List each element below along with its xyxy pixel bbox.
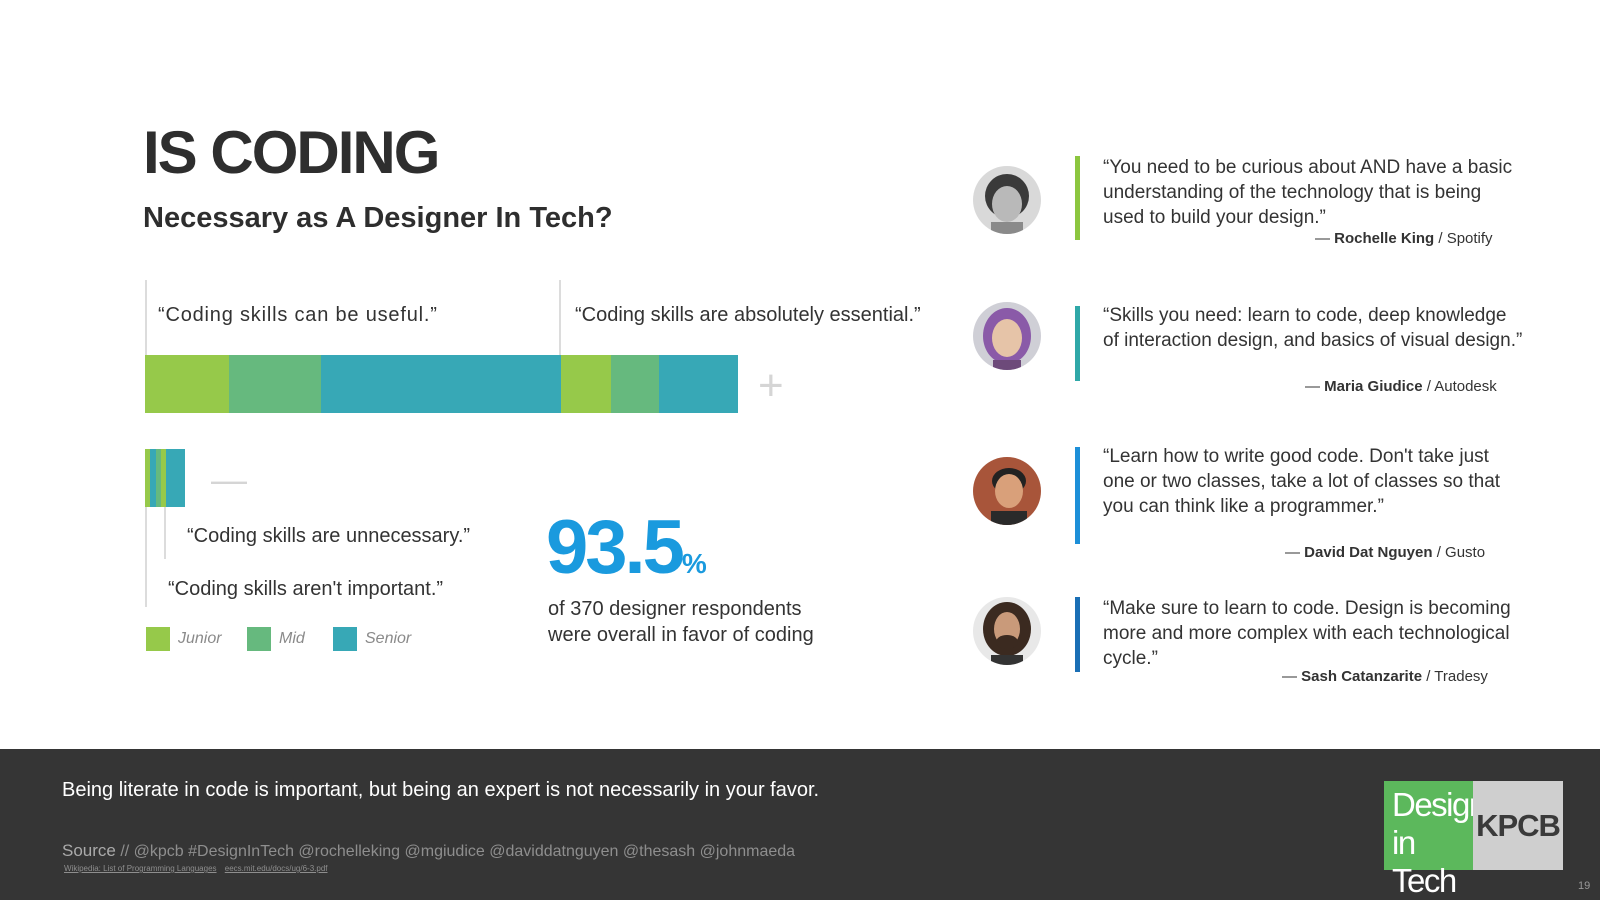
bar-useful-junior <box>145 355 229 413</box>
quote-rochelle-king: “You need to be curious about AND have a… <box>973 156 1533 251</box>
favor-percentage: 93.5% <box>546 503 707 609</box>
attribution-prefix: — <box>1282 668 1302 685</box>
quote-text: “Skills you need: learn to code, deep kn… <box>1103 305 1523 351</box>
bar-essential-junior <box>561 355 611 413</box>
bar-neg-junior-a <box>145 449 150 507</box>
design-in-tech-logo: Design in Tech <box>1384 781 1487 899</box>
legend-swatch-mid <box>247 627 271 651</box>
kpcb-logo: KPCB <box>1473 781 1563 870</box>
logo-line-2: in Tech <box>1392 824 1457 899</box>
attribution-company: / Tradesy <box>1422 668 1488 685</box>
bar-neg-junior-b <box>161 449 166 507</box>
quote-text: “Make sure to learn to code. Design is b… <box>1103 598 1511 669</box>
attribution-company: / Autodesk <box>1422 378 1497 395</box>
avatar-rochelle-king <box>973 166 1041 234</box>
page-number: 19 <box>1578 880 1591 892</box>
bar-neg-senior-c <box>172 449 185 507</box>
legend-label-junior: Junior <box>178 630 222 647</box>
footer-bar <box>0 749 1600 900</box>
avatar-david-dat-nguyen <box>973 457 1041 525</box>
legend-label-mid: Mid <box>279 630 305 647</box>
favor-percentage-value: 93.5 <box>546 505 685 590</box>
source-label: Source <box>62 841 116 860</box>
useful-label: “Coding skills can be useful.” <box>158 304 438 326</box>
bar-essential-mid <box>611 355 659 413</box>
attribution-prefix: — <box>1315 230 1335 247</box>
favor-percentage-unit: % <box>681 548 707 579</box>
footer-message: Being literate in code is important, but… <box>62 779 820 801</box>
quote-attribution: — David Dat Nguyen / Gusto <box>1285 544 1485 561</box>
positive-stacked-bar <box>145 355 738 413</box>
quote-accent-bar <box>1075 156 1080 240</box>
slide-title: IS CODING <box>143 119 440 186</box>
bar-useful-mid <box>229 355 321 413</box>
attribution-name: Sash Catanzarite <box>1301 668 1423 685</box>
quote-maria-giudice: “Skills you need: learn to code, deep kn… <box>973 302 1533 399</box>
favor-description: of 370 designer respondents were overall… <box>548 598 814 646</box>
quote-text: “You need to be curious about AND have a… <box>1103 157 1513 228</box>
quote-attribution: — Rochelle King / Spotify <box>1315 230 1493 247</box>
negative-stacked-bar <box>145 449 185 507</box>
bar-neg-senior-a <box>150 449 156 507</box>
not-important-divider <box>145 507 147 607</box>
attribution-company: / Spotify <box>1434 230 1493 247</box>
logo-line-1: Design <box>1392 786 1487 823</box>
unnecessary-divider <box>164 507 166 559</box>
quote-sash-catanzarite: “Make sure to learn to code. Design is b… <box>973 597 1533 692</box>
quote-accent-bar <box>1075 597 1080 672</box>
essential-label: “Coding skills are absolutely essential.… <box>575 304 921 326</box>
quote-text: “Learn how to write good code. Don't tak… <box>1103 446 1501 517</box>
essential-divider <box>559 280 561 355</box>
plus-icon: + <box>758 361 784 410</box>
legend-label-senior: Senior <box>365 630 412 647</box>
legend-senior: Senior <box>333 627 411 651</box>
legend-mid: Mid <box>247 627 305 651</box>
attribution-name: Maria Giudice <box>1324 378 1423 395</box>
quote-david-dat-nguyen: “Learn how to write good code. Don't tak… <box>973 446 1533 562</box>
source-text: // @kpcb #DesignInTech @rochelleking @mg… <box>115 843 796 860</box>
bar-neg-mid-a <box>156 449 161 507</box>
legend-junior: Junior <box>146 627 222 651</box>
avatar-sash-catanzarite <box>973 597 1041 665</box>
attribution-name: David Dat Nguyen <box>1304 544 1433 561</box>
quote-attribution: — Maria Giudice / Autodesk <box>1305 378 1497 395</box>
link-wikipedia[interactable]: Wikipedia: List of Programming Languages <box>64 864 217 873</box>
footer-links: Wikipedia: List of Programming Languages… <box>64 864 334 873</box>
attribution-name: Rochelle King <box>1334 230 1435 247</box>
attribution-company: / Gusto <box>1432 544 1486 561</box>
bar-neg-senior-b <box>166 449 172 507</box>
slide-subtitle: Necessary as A Designer In Tech? <box>143 202 613 234</box>
legend-swatch-senior <box>333 627 357 651</box>
quote-accent-bar <box>1075 447 1080 544</box>
minus-icon: — <box>211 459 247 500</box>
bar-essential-senior <box>659 355 738 413</box>
quote-attribution: — Sash Catanzarite / Tradesy <box>1282 668 1488 685</box>
legend-swatch-junior <box>146 627 170 651</box>
quote-accent-bar <box>1075 306 1080 381</box>
unnecessary-label: “Coding skills are unnecessary.” <box>187 525 471 547</box>
useful-divider <box>145 280 147 355</box>
attribution-prefix: — <box>1305 378 1325 395</box>
bar-useful-senior <box>321 355 561 413</box>
avatar-maria-giudice <box>973 302 1041 370</box>
not-important-label: “Coding skills aren't important.” <box>168 578 444 600</box>
attribution-prefix: — <box>1285 544 1305 561</box>
link-mit-doc[interactable]: eecs.mit.edu/docs/ug/6-3.pdf <box>224 864 328 873</box>
footer-source: Source // @kpcb #DesignInTech @rochellek… <box>62 841 795 861</box>
